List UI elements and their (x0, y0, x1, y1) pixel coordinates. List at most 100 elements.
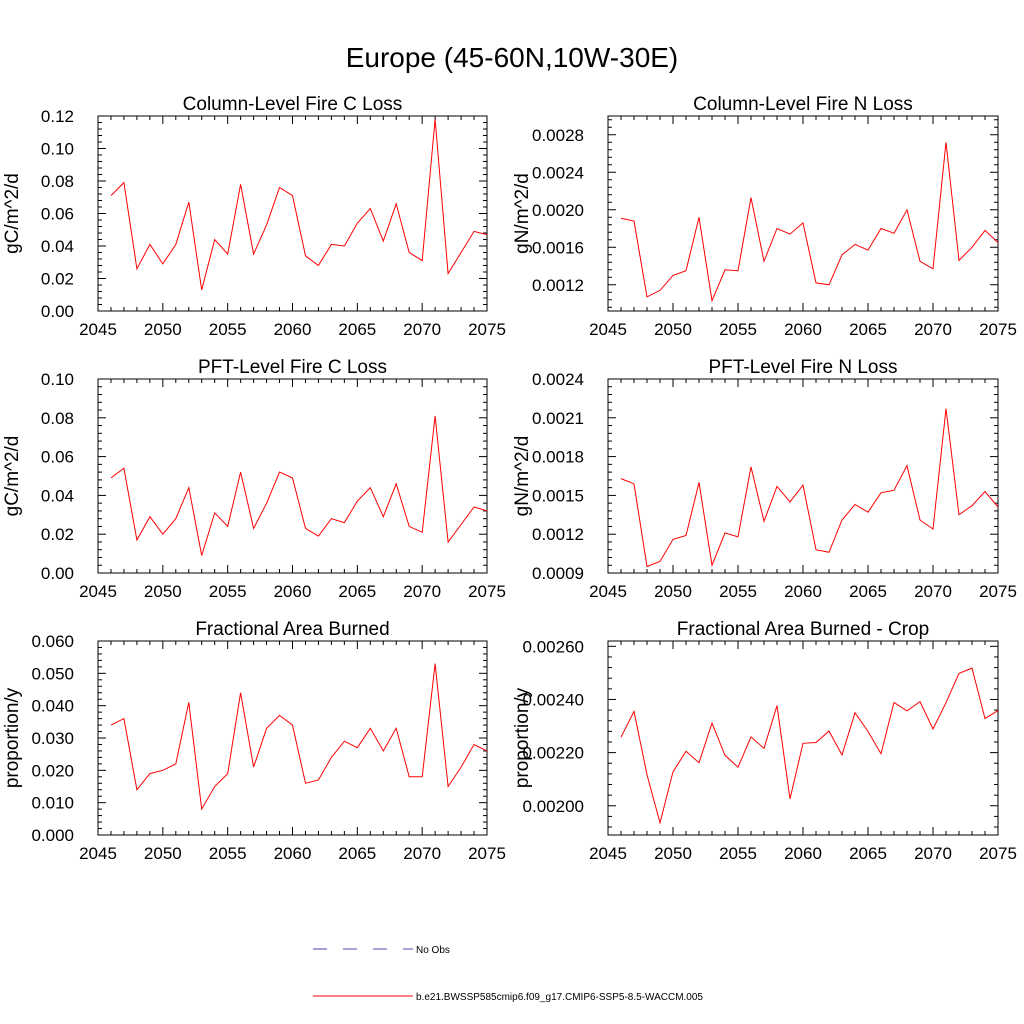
x-tick-label: 2065 (338, 320, 376, 339)
x-tick-label: 2060 (274, 320, 312, 339)
y-tick-label: 0.060 (31, 632, 74, 651)
x-tick-label: 2070 (914, 844, 952, 863)
y-axis-label: gC/m^2/d (2, 173, 23, 254)
y-tick-label: 0.06 (41, 205, 74, 224)
y-tick-label: 0.00 (41, 564, 74, 583)
x-tick-label: 2055 (209, 844, 247, 863)
x-tick-label: 2075 (979, 582, 1017, 601)
legend-obs-label: No Obs (416, 945, 450, 956)
x-tick-label: 2060 (784, 844, 822, 863)
panel-title: Fractional Area Burned (195, 619, 389, 640)
y-tick-label: 0.0015 (532, 486, 584, 505)
x-tick-label: 2055 (719, 582, 757, 601)
y-tick-label: 0.010 (31, 794, 74, 813)
panel-title: Fractional Area Burned - Crop (677, 619, 929, 640)
x-tick-label: 2045 (79, 582, 117, 601)
legend: No Obs b.e21.BWSSP585cmip6.f09_g17.CMIP6… (313, 945, 703, 1003)
panel-1: Column-Level Fire C Loss gC/m^2/d 2045 2050… (2, 94, 506, 339)
y-axis-label: gN/m^2/d (512, 173, 533, 254)
y-tick-label: 0.0028 (532, 126, 584, 145)
y-tick-label: 0.06 (41, 448, 74, 467)
x-tick-label: 2055 (719, 844, 757, 863)
y-axis-label: gN/m^2/d (512, 436, 533, 517)
y-tick-label: 0.00260 (523, 637, 584, 656)
x-tick-label: 2070 (914, 320, 952, 339)
x-tick-label: 2050 (654, 320, 692, 339)
x-tick-label: 2070 (914, 582, 952, 601)
y-tick-label: 0.10 (41, 140, 74, 159)
y-tick-label: 0.0024 (532, 370, 584, 389)
x-tick-label: 2065 (338, 582, 376, 601)
y-tick-label: 0.0018 (532, 448, 584, 467)
series-line (620, 408, 999, 568)
panels-container: Column-Level Fire C Loss gC/m^2/d 2045 2050… (2, 94, 1017, 863)
x-tick-label: 2045 (79, 320, 117, 339)
x-tick-label: 2060 (784, 582, 822, 601)
y-tick-label: 0.10 (41, 370, 74, 389)
x-tick-label: 2055 (209, 582, 247, 601)
x-tick-label: 2065 (849, 582, 887, 601)
panel-title: Column-Level Fire N Loss (693, 94, 913, 115)
x-tick-label: 2065 (338, 844, 376, 863)
x-tick-label: 2050 (144, 320, 182, 339)
series-line (620, 667, 999, 825)
x-tick-label: 2075 (979, 320, 1017, 339)
y-axis-label: gC/m^2/d (2, 436, 23, 517)
y-tick-label: 0.04 (41, 237, 74, 256)
x-tick-label: 2045 (79, 844, 117, 863)
x-tick-label: 2070 (403, 320, 441, 339)
panel-5: Fractional Area Burned proportion/y 2045 20… (2, 619, 506, 863)
y-tick-label: 0.0012 (532, 525, 584, 544)
panel-4: PFT-Level Fire N Loss gN/m^2/d 2045 2050 205… (512, 357, 1017, 601)
x-tick-label: 2075 (979, 844, 1017, 863)
y-tick-label: 0.0024 (532, 163, 584, 182)
panel-3: PFT-Level Fire C Loss gC/m^2/d 2045 2050 205… (2, 357, 506, 601)
series-line (110, 119, 488, 291)
y-axis-label: proportion/y (512, 687, 533, 788)
x-tick-label: 2075 (468, 844, 506, 863)
x-tick-label: 2060 (784, 320, 822, 339)
panel-title: Column-Level Fire C Loss (183, 94, 403, 115)
x-tick-label: 2045 (589, 582, 627, 601)
y-tick-label: 0.00220 (523, 744, 584, 763)
y-tick-label: 0.00240 (523, 690, 584, 709)
y-tick-label: 0.04 (41, 486, 74, 505)
x-tick-label: 2070 (403, 582, 441, 601)
main-title: Europe (45-60N,10W-30E) (346, 42, 679, 73)
x-tick-label: 2045 (589, 844, 627, 863)
series-line (620, 142, 999, 303)
panel-title: PFT-Level Fire N Loss (709, 357, 898, 378)
y-tick-label: 0.000 (31, 826, 74, 845)
y-tick-label: 0.040 (31, 697, 74, 716)
y-tick-label: 0.050 (31, 664, 74, 683)
series-line (110, 663, 488, 811)
y-tick-label: 0.020 (31, 761, 74, 780)
y-tick-label: 0.0012 (532, 276, 584, 295)
y-tick-label: 0.030 (31, 729, 74, 748)
x-tick-label: 2055 (719, 320, 757, 339)
x-tick-label: 2050 (144, 844, 182, 863)
panel-6: Fractional Area Burned - Crop proportion/… (512, 619, 1017, 863)
y-tick-label: 0.12 (41, 107, 74, 126)
x-tick-label: 2050 (144, 582, 182, 601)
x-tick-label: 2045 (589, 320, 627, 339)
x-tick-label: 2060 (274, 844, 312, 863)
x-tick-label: 2070 (403, 844, 441, 863)
x-tick-label: 2050 (654, 844, 692, 863)
y-axis-label: proportion/y (2, 687, 23, 788)
y-tick-label: 0.02 (41, 270, 74, 289)
x-tick-label: 2050 (654, 582, 692, 601)
x-tick-label: 2065 (849, 844, 887, 863)
series-line (110, 415, 488, 556)
y-tick-label: 0.08 (41, 172, 74, 191)
x-tick-label: 2075 (468, 582, 506, 601)
x-tick-label: 2055 (209, 320, 247, 339)
panel-2: Column-Level Fire N Loss gN/m^2/d 2045 2050… (512, 94, 1017, 339)
x-tick-label: 2075 (468, 320, 506, 339)
panel-title: PFT-Level Fire C Loss (198, 357, 387, 378)
y-tick-label: 0.0009 (532, 564, 584, 583)
y-tick-label: 0.0016 (532, 238, 584, 257)
y-tick-label: 0.00200 (523, 797, 584, 816)
